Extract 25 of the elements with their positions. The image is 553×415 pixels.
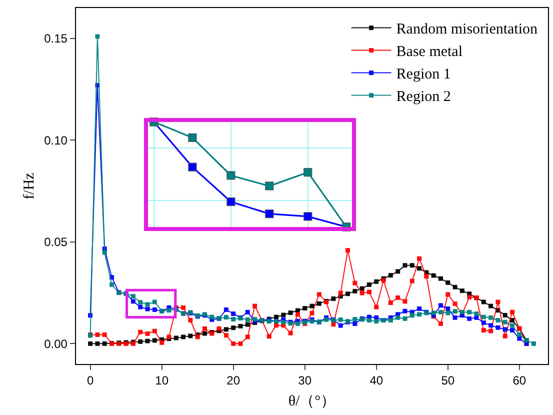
x-tick-label: 40 [370, 374, 384, 388]
y-tick-label: 0.15 [44, 32, 68, 46]
point [304, 168, 312, 177]
x-tick-label: 20 [226, 374, 240, 388]
point [226, 171, 236, 180]
point [188, 133, 197, 142]
x-tick-label: 60 [512, 374, 526, 388]
point [265, 182, 274, 190]
y-tick-label: 0.10 [44, 133, 68, 148]
y-tick-label: 0.00 [44, 336, 68, 351]
legend-label: Region 1 [396, 66, 451, 83]
point [226, 197, 236, 206]
point [265, 210, 274, 218]
legend-label: Region 2 [396, 89, 451, 106]
x-tick-label: 10 [155, 374, 169, 388]
point [304, 212, 312, 221]
point [188, 162, 197, 172]
x-axis-title: θ/（°） [288, 394, 336, 410]
x-tick-label: 50 [441, 374, 455, 388]
legend-label: Base metal [396, 44, 463, 60]
legend-label: Random misorientation [396, 22, 538, 38]
x-tick-label: 0 [86, 374, 94, 388]
y-axis-title: f/Hz [21, 172, 38, 200]
y-tick-label: 0.05 [44, 235, 68, 250]
x-tick-label: 30 [298, 374, 312, 388]
